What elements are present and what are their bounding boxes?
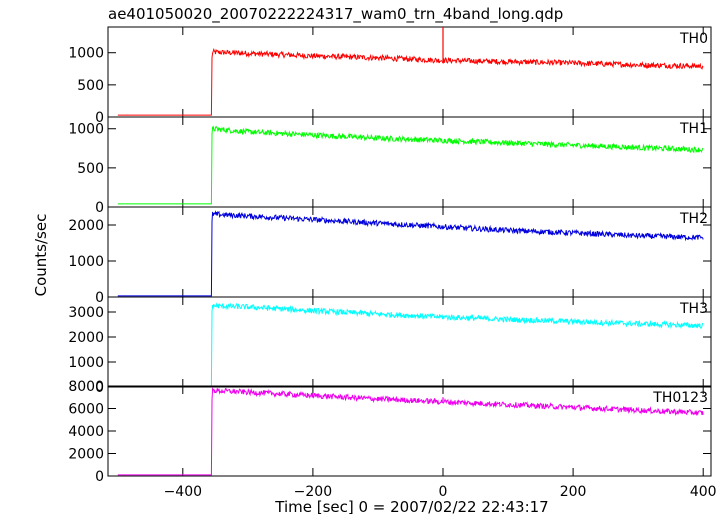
y-tick-label: 1000	[68, 122, 104, 138]
panel-th2: 0 1000 2000 TH2	[68, 206, 712, 306]
panel-th0: 0 500 1000 TH0	[68, 26, 712, 126]
y-tick-label: 0	[95, 380, 104, 396]
y-tick-label: 4000	[68, 424, 104, 440]
series-line	[117, 302, 704, 387]
y-tick-label: 3000	[68, 305, 104, 321]
y-tick-label: 8000	[68, 379, 104, 395]
panel-label: TH0	[679, 31, 708, 47]
y-tick-label: 2000	[68, 218, 104, 234]
panel-label: TH2	[679, 211, 708, 227]
x-tick-label: 400	[690, 484, 717, 500]
y-tick-label: 0	[95, 110, 104, 126]
y-tick-label: 0	[95, 200, 104, 216]
panel-th0123: 0 2000 4000 6000 8000 TH0123	[68, 379, 712, 485]
series-line	[117, 210, 704, 297]
x-tick-label: −200	[294, 484, 332, 500]
x-tick-label: 200	[560, 484, 587, 500]
panel-frame	[107, 385, 712, 477]
series-line	[117, 125, 704, 205]
y-tick-label: 1000	[68, 254, 104, 270]
y-axis-label: Counts/sec	[32, 214, 50, 297]
y-tick-label: 6000	[68, 402, 104, 418]
y-tick-label: 500	[77, 161, 104, 177]
panel-frame	[107, 116, 712, 208]
panel-th3: 0 1000 2000 3000 TH3	[68, 296, 712, 396]
panel-frame	[107, 26, 712, 118]
x-tick-label: −400	[164, 484, 202, 500]
y-tick-label: 1000	[68, 46, 104, 62]
y-tick-label: 0	[95, 290, 104, 306]
panel-th1: 0 500 1000 TH1	[68, 116, 712, 216]
panel-label: TH1	[679, 121, 708, 137]
chart-title: ae401050020_20070222224317_wam0_trn_4ban…	[108, 5, 563, 24]
y-tick-label: 2000	[68, 447, 104, 463]
panel-label: TH0123	[652, 390, 708, 406]
x-tick-label: 0	[439, 484, 448, 500]
panel-frame	[107, 296, 712, 388]
y-tick-label: 2000	[68, 330, 104, 346]
panel-frame	[107, 206, 712, 298]
y-tick-label: 500	[77, 78, 104, 94]
x-axis-label: Time [sec] 0 = 2007/02/22 22:43:17	[274, 498, 548, 516]
y-tick-label: 0	[95, 469, 104, 485]
series-line	[117, 387, 704, 476]
panel-label: TH3	[679, 301, 708, 317]
y-tick-label: 1000	[68, 355, 104, 371]
series-line	[117, 47, 704, 116]
